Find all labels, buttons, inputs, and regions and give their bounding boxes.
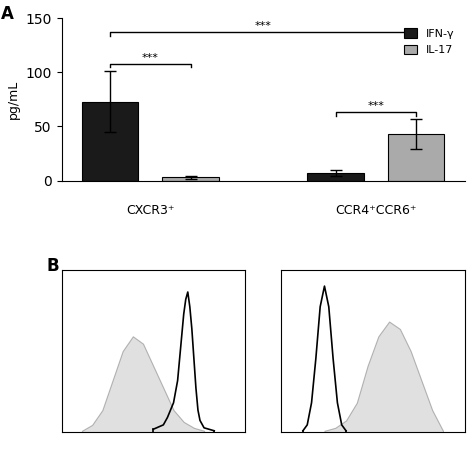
Text: ***: *** [367, 101, 384, 111]
Bar [82, 101, 138, 181]
Bar [162, 177, 219, 181]
Text: ***: *** [142, 53, 159, 63]
Text: A: A [1, 5, 14, 23]
Text: B: B [47, 257, 60, 275]
Legend: IFN-γ, IL-17: IFN-γ, IL-17 [399, 24, 459, 60]
Text: CXCR3⁺: CXCR3⁺ [126, 204, 174, 217]
Text: CCR4⁺CCR6⁺: CCR4⁺CCR6⁺ [335, 204, 417, 217]
Bar [307, 173, 364, 181]
Y-axis label: pg/mL: pg/mL [7, 80, 20, 119]
Bar [388, 134, 445, 181]
Text: ***: *** [255, 21, 272, 31]
